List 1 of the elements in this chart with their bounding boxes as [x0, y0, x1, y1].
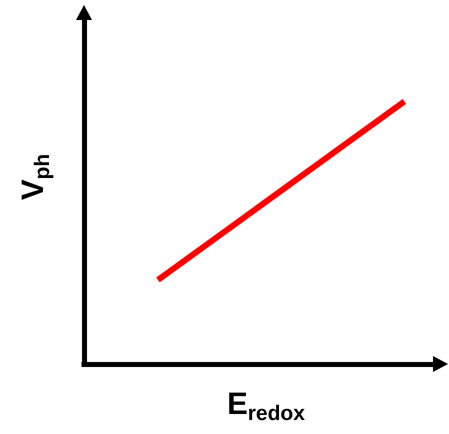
y-axis-title: Vph — [15, 154, 54, 200]
